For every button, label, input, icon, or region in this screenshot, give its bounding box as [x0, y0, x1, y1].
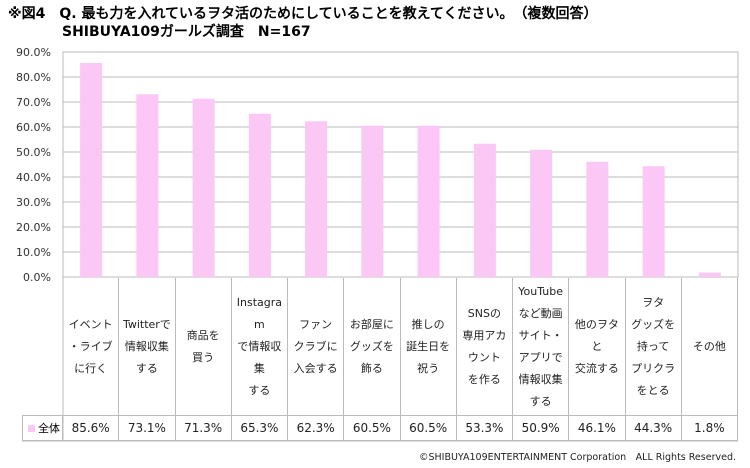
y-tick-label: 20.0%: [16, 221, 51, 234]
data-label: 73.1%: [119, 415, 176, 441]
data-label: 62.3%: [288, 415, 345, 441]
y-tick-label: 0.0%: [23, 271, 51, 284]
category-label: お部屋に グッズを 飾る: [344, 278, 401, 415]
bar: [192, 98, 215, 277]
category-label: ヲタ グッズを 持って プリクラ をとる: [626, 278, 682, 415]
y-tick-label: 10.0%: [16, 246, 51, 259]
y-tick-label: 70.0%: [16, 96, 51, 109]
bar: [642, 166, 665, 277]
data-label: 53.3%: [456, 415, 513, 441]
category-label: Instagra m で情報収 集 する: [232, 278, 288, 415]
bar: [80, 63, 103, 277]
bar: [586, 161, 609, 277]
bar: [248, 113, 271, 277]
bar: [417, 125, 440, 277]
y-tick-label: 60.0%: [16, 121, 51, 134]
category-label: その他: [682, 278, 738, 415]
plot-area: [62, 51, 739, 278]
legend: 全体: [22, 415, 63, 441]
data-label: 65.3%: [231, 415, 288, 441]
y-tick-label: 40.0%: [16, 171, 51, 184]
y-tick-label: 30.0%: [16, 196, 51, 209]
y-tick-label: 80.0%: [16, 71, 51, 84]
category-label: 推しの 誕生日を 祝う: [401, 278, 457, 415]
data-label: 1.8%: [681, 415, 738, 441]
y-tick-label: 50.0%: [16, 146, 51, 159]
data-label: 46.1%: [569, 415, 626, 441]
legend-swatch: [28, 424, 35, 432]
chart-title: ※図4 Q. 最も力を入れているヲタ活のためにしていることを教えてください。 （…: [8, 6, 598, 22]
category-label: ファン クラブに 入会する: [288, 278, 345, 415]
data-label: 44.3%: [625, 415, 682, 441]
bar: [698, 272, 721, 277]
data-label: 60.5%: [344, 415, 401, 441]
category-label: 他のヲタ と 交流する: [569, 278, 626, 415]
bar: [305, 121, 328, 277]
data-label: 60.5%: [400, 415, 457, 441]
category-label: 商品を 買う: [176, 278, 232, 415]
bar: [530, 149, 553, 277]
copyright: ©SHIBUYA109ENTERTAINMENT Corporation ALL…: [418, 452, 736, 463]
category-label: YouTube など動画 サイト・ アプリで 情報収集 する: [513, 278, 570, 415]
bar: [361, 125, 384, 277]
y-tick-label: 90.0%: [16, 46, 51, 59]
category-label: SNSの 専用アカ ウント を作る: [457, 278, 513, 415]
bar: [473, 143, 496, 277]
legend-label: 全体: [38, 422, 60, 435]
chart-subtitle: SHIBUYA109ガールズ調査 N=167: [62, 24, 311, 40]
data-label: 85.6%: [63, 415, 120, 441]
data-label: 50.9%: [513, 415, 570, 441]
category-label: Twitterで 情報収集 する: [119, 278, 176, 415]
bar: [136, 94, 159, 277]
category-label: イベント ・ライブ に行く: [63, 278, 120, 415]
data-label: 71.3%: [175, 415, 232, 441]
